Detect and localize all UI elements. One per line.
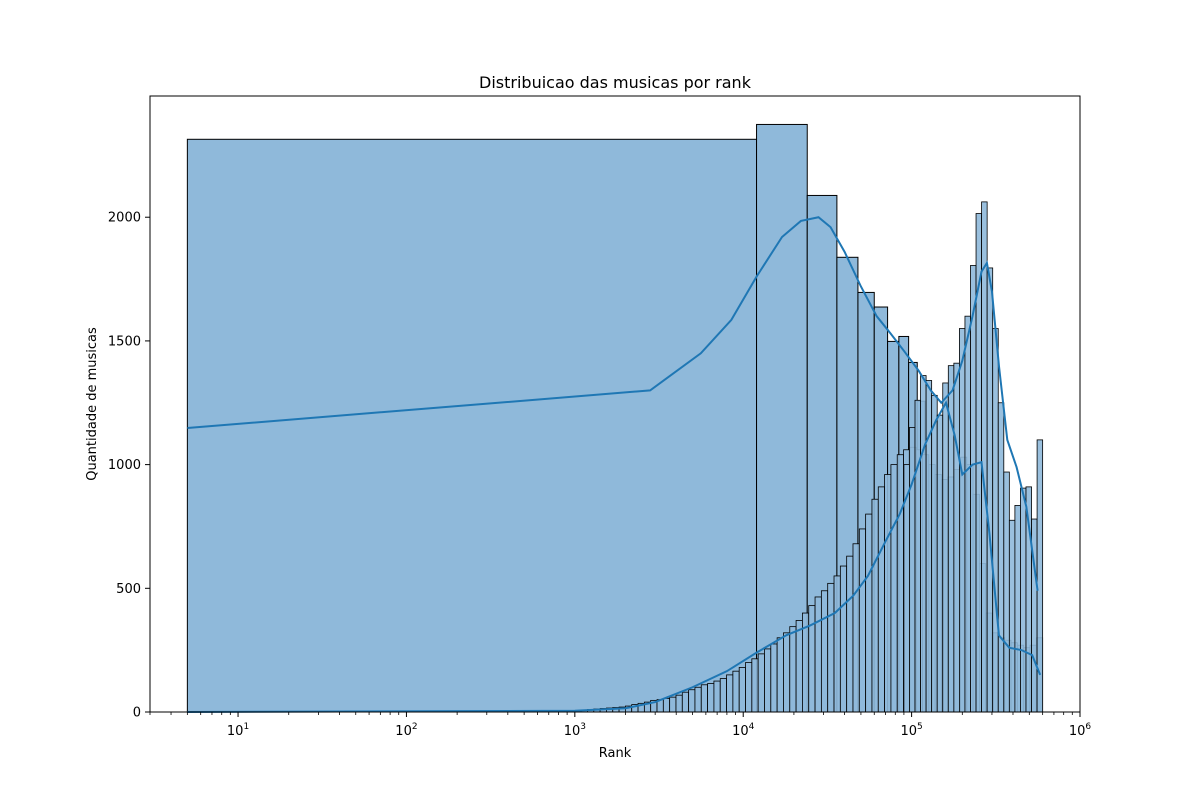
histogram-bar bbox=[689, 690, 695, 712]
histogram-bar bbox=[783, 633, 789, 712]
histogram-bar bbox=[727, 675, 733, 712]
histogram-bar bbox=[695, 687, 701, 712]
histogram-bar bbox=[987, 268, 993, 712]
histogram-bar bbox=[187, 139, 756, 712]
histogram-bar bbox=[758, 654, 764, 712]
histogram-bar bbox=[720, 679, 726, 712]
histogram-bar bbox=[891, 465, 897, 712]
y-tick-label: 1000 bbox=[108, 458, 141, 473]
histogram-bar bbox=[932, 395, 938, 712]
histogram-bar bbox=[1015, 505, 1021, 712]
histogram-bar bbox=[834, 576, 840, 712]
histogram-bar bbox=[909, 428, 915, 712]
histogram-bar bbox=[676, 695, 682, 712]
histogram-bar bbox=[998, 403, 1004, 712]
histogram-bar bbox=[965, 316, 971, 712]
histogram-bar bbox=[872, 499, 878, 712]
histogram-bar bbox=[752, 659, 758, 712]
histogram-bar bbox=[954, 363, 960, 712]
histogram-bar bbox=[809, 606, 815, 712]
histogram-bar bbox=[885, 475, 891, 712]
y-axis-title: Quantidade de musicas bbox=[85, 327, 100, 481]
histogram-bar bbox=[878, 487, 884, 712]
histogram-bar bbox=[739, 667, 745, 712]
histogram-bar bbox=[959, 329, 965, 712]
histogram-bar bbox=[733, 671, 739, 712]
histogram-bar bbox=[937, 415, 943, 712]
histogram-bar bbox=[943, 383, 949, 712]
histogram-bar bbox=[897, 455, 903, 712]
histogram-bar bbox=[921, 376, 927, 712]
histogram-bar bbox=[1020, 488, 1026, 712]
histogram-bar bbox=[993, 329, 999, 712]
histogram-bar bbox=[714, 681, 720, 712]
histogram-bar bbox=[764, 649, 770, 712]
histogram-bar bbox=[821, 591, 827, 712]
y-tick-label: 2000 bbox=[108, 211, 141, 226]
histogram-bar bbox=[915, 400, 921, 712]
histogram-bar bbox=[853, 544, 859, 712]
chart-title: Distribuicao das musicas por rank bbox=[479, 73, 752, 92]
histogram-bar bbox=[866, 514, 872, 712]
histogram-bar bbox=[771, 644, 777, 712]
histogram-bar bbox=[847, 556, 853, 712]
histogram-bar bbox=[777, 638, 783, 712]
histogram-bar bbox=[682, 692, 688, 712]
histogram-bar bbox=[982, 202, 988, 712]
histogram-bar bbox=[970, 265, 976, 712]
histogram-bar bbox=[815, 597, 821, 712]
histogram-bar bbox=[663, 698, 669, 712]
x-axis-title: Rank bbox=[599, 746, 632, 761]
histogram-bar bbox=[701, 685, 707, 712]
histogram-bar bbox=[1004, 472, 1010, 712]
histogram-bar bbox=[1009, 520, 1015, 712]
y-tick-label: 1500 bbox=[108, 334, 141, 349]
histogram-bar bbox=[708, 684, 714, 712]
histogram-bar bbox=[790, 627, 796, 712]
histogram-bar bbox=[796, 620, 802, 712]
histogram-bar bbox=[859, 529, 865, 712]
y-tick-label: 0 bbox=[133, 706, 141, 721]
histogram-bar bbox=[746, 663, 752, 712]
histogram-bar bbox=[828, 583, 834, 712]
y-tick-label: 500 bbox=[116, 582, 141, 597]
histogram-bar bbox=[670, 697, 676, 712]
histogram-bar bbox=[840, 566, 846, 712]
